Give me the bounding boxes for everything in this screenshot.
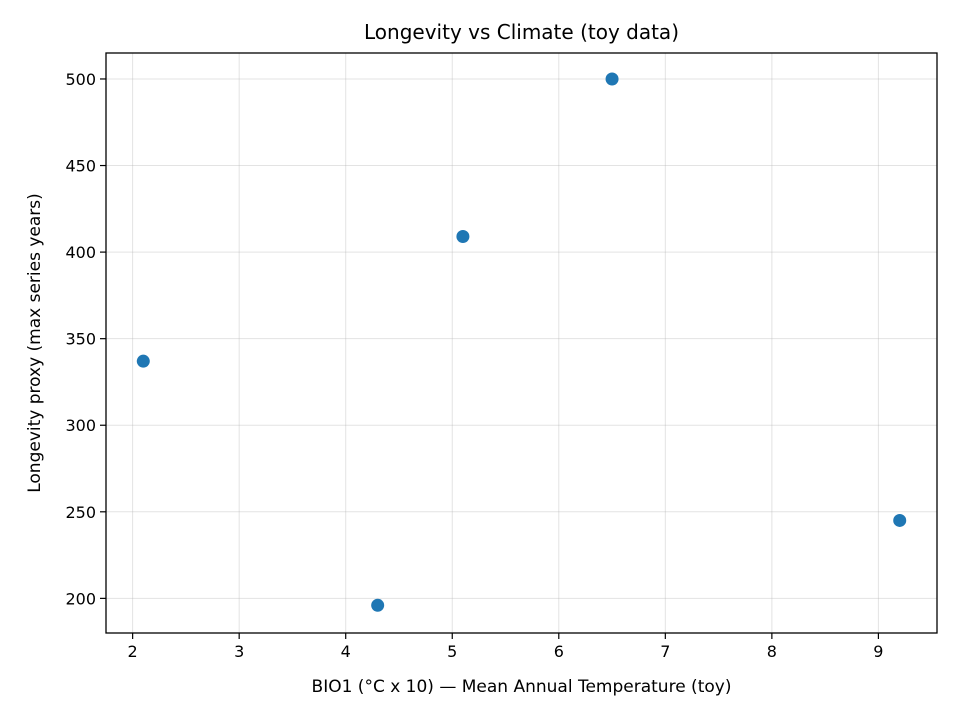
x-tick-label: 7 [660,642,670,661]
x-tick-label: 9 [873,642,883,661]
y-tick-label: 450 [65,157,96,176]
y-axis-ticks: 200 250 300 350 400 450 500 [65,70,106,608]
y-tick-label: 300 [65,416,96,435]
plot-frame [105,52,938,634]
x-tick-label: 2 [128,642,138,661]
x-tick-label: 5 [447,642,457,661]
x-tick-label: 6 [554,642,564,661]
grid [106,53,937,633]
data-point [456,230,470,244]
y-tick-label: 350 [65,330,96,349]
y-tick-label: 400 [65,243,96,262]
data-point [371,598,385,612]
y-tick-label: 250 [65,503,96,522]
data-point [605,72,619,86]
x-axis-ticks: 2 3 4 5 6 7 8 9 [128,633,883,661]
y-tick-label: 200 [65,589,96,608]
data-point [136,354,150,368]
data-points [136,72,907,612]
x-tick-label: 8 [767,642,777,661]
x-axis-label: BIO1 (°C x 10) — Mean Annual Temperature… [312,677,732,697]
x-tick-label: 4 [341,642,351,661]
y-axis-label: Longevity proxy (max series years) [25,193,45,493]
x-tick-label: 3 [234,642,244,661]
y-tick-label: 500 [65,70,96,89]
data-point [893,513,907,527]
chart-title: Longevity vs Climate (toy data) [364,20,679,44]
